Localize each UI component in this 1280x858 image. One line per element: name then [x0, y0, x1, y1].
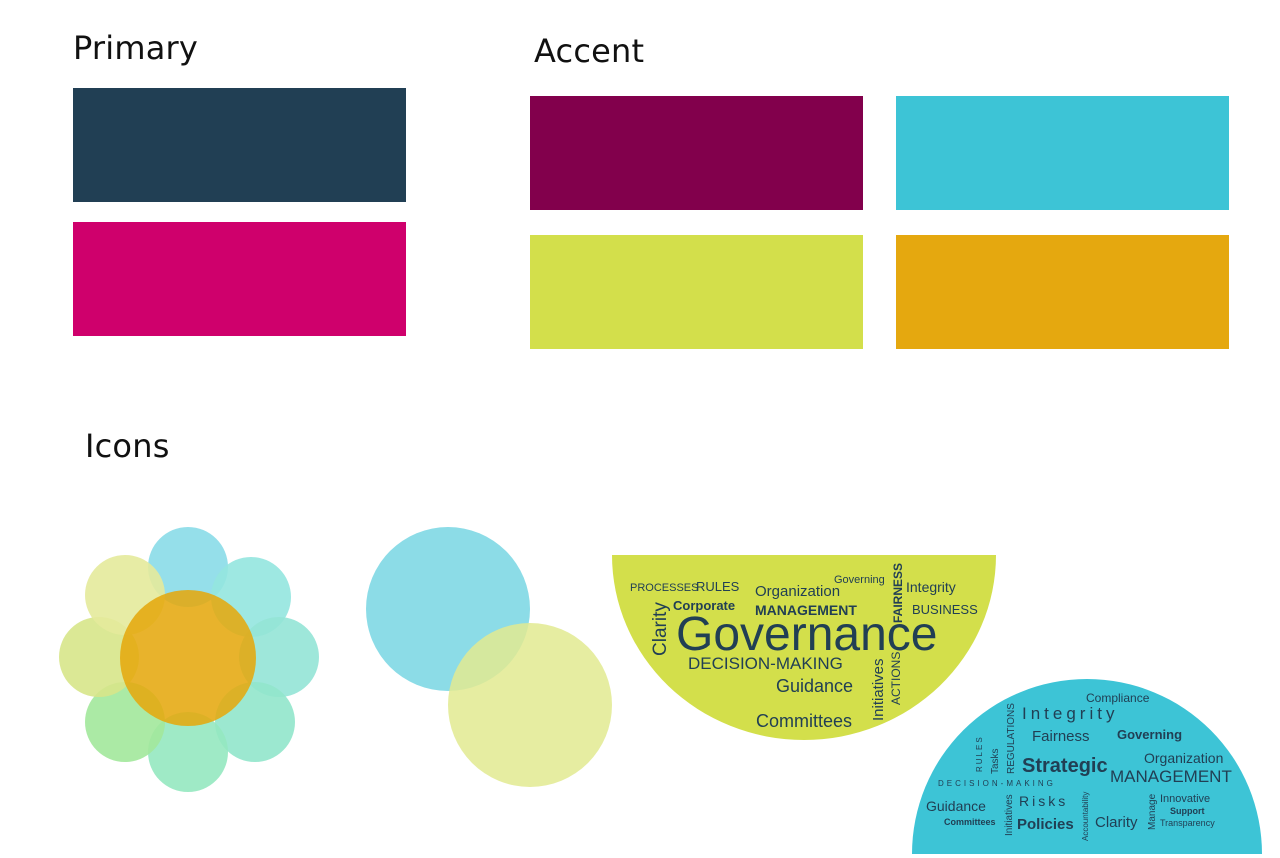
word-support: Support [1170, 806, 1205, 816]
accent-swatch-4 [896, 235, 1229, 349]
icons-heading: Icons [85, 427, 170, 465]
word-accountability: Accountability [1081, 792, 1090, 841]
primary-swatch-1 [73, 88, 406, 202]
word-policies: Policies [1017, 816, 1074, 833]
wordcloud-dome-icon [912, 679, 1262, 854]
flower-petal-icon [59, 617, 139, 697]
word-fairness: Fairness [1032, 728, 1090, 745]
primary-swatch-2 [73, 222, 406, 336]
word-governance: Governance [676, 608, 938, 661]
word-rules: RULES [975, 735, 984, 772]
word-fairness: FAIRNESS [891, 563, 905, 623]
word-decision-making: DECISION-MAKING [938, 779, 1056, 788]
word-risks: Risks [1019, 793, 1068, 809]
word-organization: Organization [1144, 750, 1223, 766]
primary-heading: Primary [73, 29, 199, 67]
word-regulations: REGULATIONS [1006, 703, 1017, 774]
word-decision-making: DECISION-MAKING [688, 654, 843, 673]
word-governing: Governing [834, 574, 885, 586]
word-actions: ACTIONS [889, 652, 903, 705]
flower-petal-icon [148, 527, 228, 607]
word-strategic: Strategic [1022, 755, 1108, 777]
word-corporate: Corporate [673, 598, 735, 613]
word-processes: PROCESSES [630, 582, 698, 594]
word-committees: Committees [756, 711, 852, 731]
accent-heading: Accent [534, 32, 645, 70]
word-tasks: Tasks [990, 748, 1001, 774]
venn-circle-green-icon [448, 623, 612, 787]
word-committees: Committees [944, 817, 996, 827]
word-initiatives: Initiatives [870, 658, 887, 721]
word-organization: Organization [755, 583, 840, 600]
flower-petal-icon [148, 712, 228, 792]
word-clarity: Clarity [650, 602, 671, 656]
word-rules: RULES [696, 579, 740, 594]
word-innovative: Innovative [1160, 793, 1210, 805]
word-guidance: Guidance [776, 676, 853, 696]
strategic-wordcloud-icon: Compliance Integrity REGULATIONS Fairnes… [910, 678, 1266, 854]
venn-icon [360, 520, 620, 795]
word-management: MANAGEMENT [1110, 767, 1232, 786]
word-business: BUSINESS [912, 602, 978, 617]
word-compliance: Compliance [1086, 691, 1150, 705]
flower-center-icon [120, 590, 256, 726]
word-manage: Manage [1147, 793, 1158, 830]
word-transparency: Transparency [1160, 818, 1215, 828]
word-governing: Governing [1117, 727, 1182, 742]
word-integrity: Integrity [906, 579, 956, 595]
accent-swatch-3 [530, 235, 863, 349]
governance-wordcloud-icon: PROCESSES RULES Organization Governing I… [610, 553, 998, 743]
accent-swatch-2 [896, 96, 1229, 210]
word-initiatives: Initiatives [1004, 794, 1015, 836]
word-guidance: Guidance [926, 798, 986, 814]
word-management: MANAGEMENT [755, 602, 857, 618]
flower-icon [55, 525, 325, 795]
word-clarity: Clarity [1095, 814, 1138, 831]
accent-swatch-1 [530, 96, 863, 210]
word-integrity: Integrity [1022, 704, 1118, 723]
flower-petal-icon [239, 617, 319, 697]
wordcloud-half-circle-icon [612, 555, 996, 740]
